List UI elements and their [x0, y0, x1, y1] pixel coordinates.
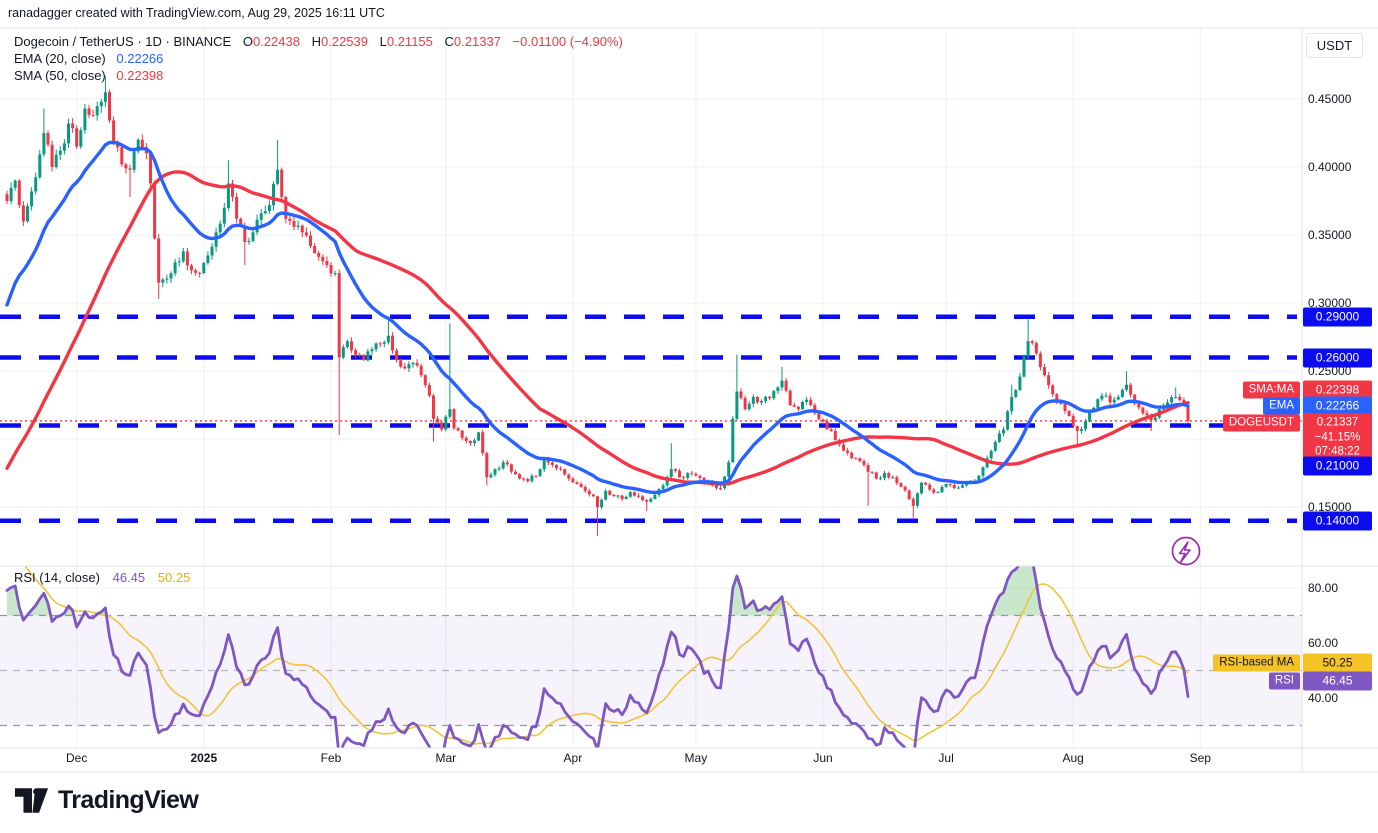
series-label-chip: DOGEUSDT — [1222, 414, 1300, 432]
time-axis-label: Mar — [435, 751, 457, 765]
price-axis-tick: 0.40000 — [1308, 160, 1352, 174]
sma-legend-row: SMA (50, close) 0.22398 — [14, 67, 623, 84]
price-axis-tick: 0.25000 — [1308, 364, 1352, 378]
badge-row: 0.21337 — [1316, 416, 1359, 429]
close-key: C — [444, 34, 454, 49]
ema-value: 0.22266 — [116, 51, 164, 66]
price-axis-tick: 40.00 — [1308, 691, 1339, 705]
price-axis-tick: 60.00 — [1308, 636, 1339, 650]
time-axis-label: Jun — [813, 751, 833, 765]
price-axis-tick: 0.35000 — [1308, 228, 1352, 242]
high-key: H — [311, 34, 321, 49]
price-axis-tick: 80.00 — [1308, 581, 1339, 595]
rsi-legend: RSI (14, close) 46.45 50.25 — [14, 569, 190, 586]
lightning-bolt-icon[interactable] — [1171, 536, 1201, 566]
price-axis-badge: 46.45 — [1303, 671, 1372, 691]
time-axis-label: Sep — [1189, 751, 1211, 765]
symbol-title: Dogecoin / TetherUS · 1D · BINANCE — [14, 34, 232, 49]
rsi-value: 46.45 — [112, 570, 146, 585]
sma-value: 0.22398 — [116, 68, 164, 83]
time-axis-label: 2025 — [190, 751, 218, 765]
badge-row: −41.15% — [1314, 430, 1361, 443]
price-axis-tick: 0.30000 — [1308, 296, 1352, 310]
series-label-chip: SMA:MA — [1242, 381, 1300, 399]
open-key: O — [242, 34, 253, 49]
currency-toggle-button[interactable]: USDT — [1306, 33, 1363, 58]
price-axis-badge: 50.25 — [1303, 653, 1372, 673]
series-label-chip: EMA — [1263, 397, 1300, 415]
price-axis-tick: 0.15000 — [1308, 500, 1352, 514]
time-axis-label: Feb — [320, 751, 342, 765]
ema-legend-row: EMA (20, close) 0.22266 — [14, 50, 623, 67]
tradingview-logo[interactable]: TradingView — [14, 786, 199, 815]
sma-label: SMA (50, close) — [14, 68, 106, 83]
ema-label: EMA (20, close) — [14, 51, 106, 66]
low-key: L — [379, 34, 387, 49]
tradingview-logo-text: TradingView — [58, 786, 199, 814]
change-value: −0.01100 (−4.90%) — [512, 34, 623, 49]
open-value: 0.22438 — [252, 34, 300, 49]
time-axis-label: Apr — [563, 751, 583, 765]
price-axis-badge: 0.22266 — [1303, 396, 1372, 416]
series-label-chip: RSI-based MA — [1213, 654, 1300, 672]
price-axis-badge: 0.14000 — [1303, 511, 1372, 531]
price-axis-badge: 0.22398 — [1303, 380, 1372, 400]
badge-row: 07:48:22 — [1315, 445, 1360, 458]
time-axis-label: Jul — [938, 751, 954, 765]
series-label-chip: RSI — [1268, 672, 1300, 690]
close-value: 0.21337 — [453, 34, 501, 49]
low-value: 0.21155 — [386, 34, 433, 49]
rsi-ma-value: 50.25 — [157, 570, 191, 585]
high-value: 0.22539 — [321, 34, 368, 49]
tradingview-mark-icon — [14, 788, 49, 813]
time-axis-label: May — [684, 751, 708, 765]
symbol-legend: Dogecoin / TetherUS · 1D · BINANCE O0.22… — [14, 33, 623, 84]
price-axis-badge: 0.21000 — [1303, 456, 1372, 476]
rsi-label: RSI (14, close) — [14, 570, 100, 585]
time-axis-label: Aug — [1062, 751, 1084, 765]
price-axis-tick: 0.45000 — [1308, 92, 1352, 106]
attribution-text: ranadagger created with TradingView.com,… — [8, 6, 385, 20]
price-axis-badge: 0.26000 — [1303, 348, 1372, 368]
price-axis-badge: 0.21337 −41.15% 07:48:22 — [1303, 413, 1372, 461]
symbol-legend-row: Dogecoin / TetherUS · 1D · BINANCE O0.22… — [14, 33, 623, 50]
price-axis-badge: 0.29000 — [1303, 307, 1372, 327]
time-axis-label: Dec — [66, 751, 88, 765]
